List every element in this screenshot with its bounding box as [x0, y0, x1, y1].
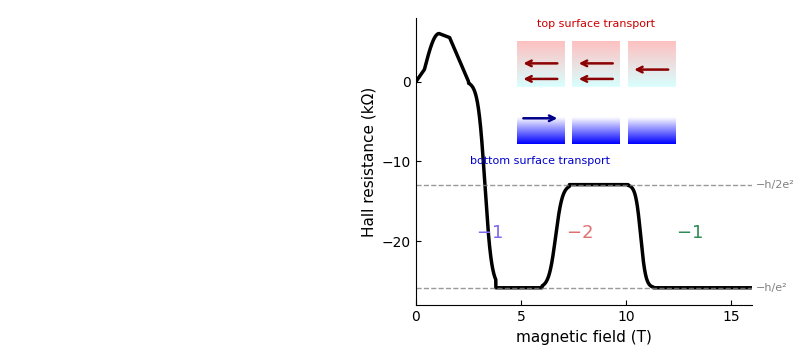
Text: $-2$: $-2$	[566, 224, 594, 243]
Text: $-1$: $-1$	[675, 224, 702, 243]
X-axis label: magnetic field (T): magnetic field (T)	[516, 330, 652, 345]
Text: top surface transport: top surface transport	[537, 19, 654, 29]
Text: bottom surface transport: bottom surface transport	[470, 156, 610, 166]
Y-axis label: Hall resistance (kΩ): Hall resistance (kΩ)	[362, 86, 376, 237]
Text: −h/e²: −h/e²	[755, 283, 787, 293]
Text: $-1$: $-1$	[476, 224, 503, 243]
Text: −h/2e²: −h/2e²	[755, 180, 794, 190]
